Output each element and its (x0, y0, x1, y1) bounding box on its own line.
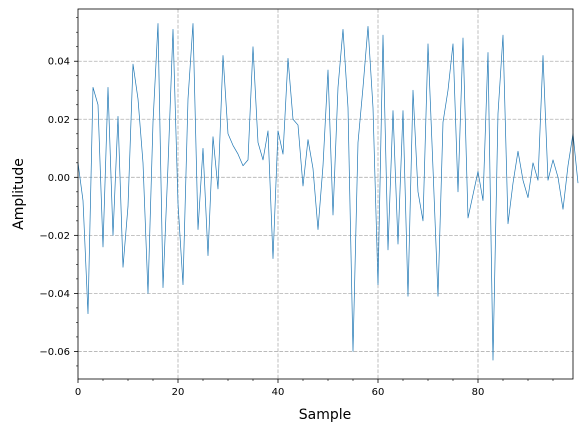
y-tick-label: 0.00 (48, 173, 70, 184)
x-tick-label: 80 (472, 387, 485, 398)
x-tick-label: 60 (372, 387, 385, 398)
axis-ticks: 0 20 40 60 80 −0.06 −0.04 −0.02 0.00 0.02 0.04 (39, 17, 554, 398)
y-tick-label: 0.04 (48, 57, 70, 68)
plot-frame (77, 8, 574, 380)
series-line (77, 23, 579, 361)
x-tick-label: 0 (75, 387, 81, 398)
x-tick-label: 40 (272, 387, 285, 398)
y-tick-label: −0.06 (39, 347, 70, 358)
x-axis-label: Sample (299, 407, 352, 423)
grid-lines (78, 9, 573, 379)
axes-frame (77, 8, 574, 380)
y-tick-label: 0.02 (48, 115, 70, 126)
y-axis-label: Amplitude (11, 158, 27, 230)
x-tick-label: 20 (172, 387, 185, 398)
series-layer (77, 23, 579, 361)
plot-background (78, 9, 573, 379)
y-tick-label: −0.04 (39, 289, 70, 300)
y-tick-label: −0.02 (39, 231, 70, 242)
